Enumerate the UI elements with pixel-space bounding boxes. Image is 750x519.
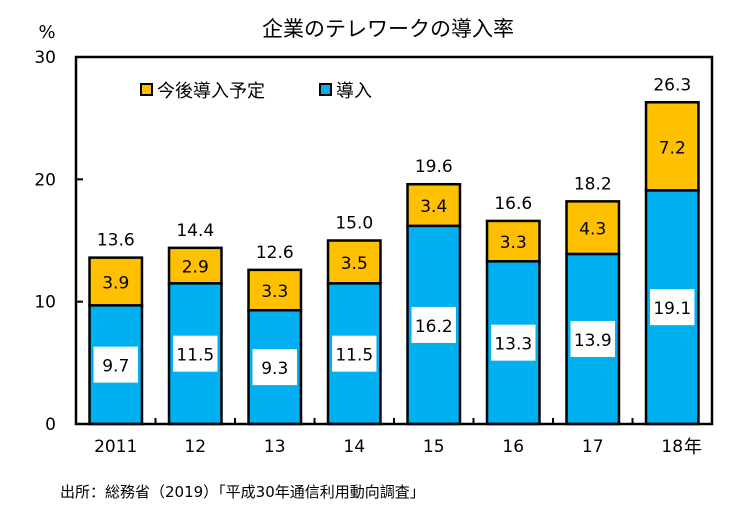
x-tick-label: 14 xyxy=(343,437,365,457)
data-label-adopted: 13.3 xyxy=(494,335,532,355)
bar-segment-planned xyxy=(247,268,303,312)
y-tick-label: 20 xyxy=(34,170,56,190)
y-tick-label: 10 xyxy=(34,293,56,313)
legend: 今後導入予定 導入 xyxy=(140,81,372,102)
x-tick-label: 2011 xyxy=(94,437,137,457)
y-tick-label: 30 xyxy=(34,48,56,68)
data-label-planned: 3.5 xyxy=(341,254,368,274)
x-tick-label: 12 xyxy=(184,437,206,457)
legend-label-planned: 今後導入予定 xyxy=(157,81,265,102)
data-label-background xyxy=(650,289,695,326)
data-label-planned: 3.4 xyxy=(420,197,447,217)
data-label-planned: 3.3 xyxy=(500,233,527,253)
y-axis-unit-label: % xyxy=(38,22,55,43)
data-label-background xyxy=(93,346,138,383)
data-label-total: 19.6 xyxy=(415,157,453,177)
data-label-adopted: 11.5 xyxy=(335,346,373,366)
data-label-total: 15.0 xyxy=(335,214,373,234)
x-tick-label: 13 xyxy=(264,437,286,457)
data-label-background xyxy=(491,324,536,361)
x-tick-label: 17 xyxy=(582,437,604,457)
y-tick-label: 0 xyxy=(45,415,56,435)
data-label-planned: 2.9 xyxy=(182,258,209,278)
data-label-total: 26.3 xyxy=(653,75,691,95)
bar-segment-planned xyxy=(406,182,462,228)
bar-segment-planned xyxy=(565,200,621,256)
bar-segment-planned xyxy=(644,101,700,192)
data-label-total: 12.6 xyxy=(256,243,294,263)
data-label-background xyxy=(411,306,456,343)
data-label-adopted: 11.5 xyxy=(176,346,214,366)
bar-segment-planned xyxy=(88,256,144,307)
data-label-adopted: 19.1 xyxy=(653,299,691,319)
bar-segment-planned xyxy=(326,239,382,285)
data-label-adopted: 9.7 xyxy=(102,357,129,377)
data-label-planned: 3.9 xyxy=(102,273,129,293)
data-label-total: 16.6 xyxy=(494,194,532,214)
bar-segment-planned xyxy=(485,219,541,263)
x-tick-label: 16 xyxy=(502,437,524,457)
x-tick-label: 15 xyxy=(423,437,445,457)
data-label-planned: 7.2 xyxy=(659,138,686,158)
data-label-planned: 4.3 xyxy=(579,220,606,240)
legend-swatch-adopted xyxy=(319,83,332,96)
data-label-total: 13.6 xyxy=(97,231,135,251)
data-label-adopted: 16.2 xyxy=(415,317,453,337)
data-label-background xyxy=(332,335,377,372)
data-label-total: 18.2 xyxy=(574,174,612,194)
data-label-background xyxy=(173,335,218,372)
data-label-adopted: 13.9 xyxy=(574,331,612,351)
legend-swatch-planned xyxy=(140,83,153,96)
bar-segment-planned xyxy=(167,246,223,285)
data-label-planned: 3.3 xyxy=(261,282,288,302)
data-label-total: 14.4 xyxy=(176,221,214,241)
x-tick-label: 18 xyxy=(661,437,683,457)
data-label-adopted: 9.3 xyxy=(261,359,288,379)
x-axis-unit-label: 年 xyxy=(684,437,702,458)
chart-title: 企業のテレワークの導入率 xyxy=(262,17,514,41)
legend-label-adopted: 導入 xyxy=(336,81,372,102)
data-label-background xyxy=(570,320,615,357)
data-label-background xyxy=(252,349,297,386)
source-note: 出所：総務省（2019）「平成30年通信利用動向調査」 xyxy=(60,483,425,501)
